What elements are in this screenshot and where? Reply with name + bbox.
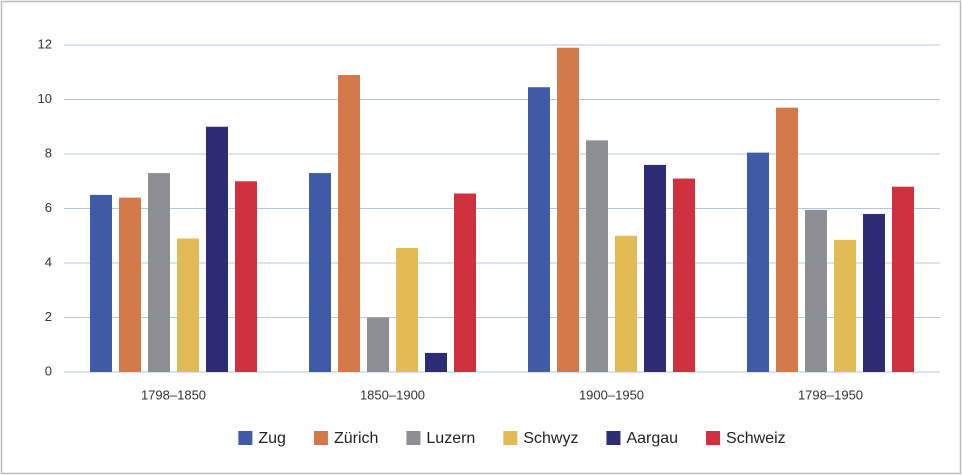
bar xyxy=(776,107,798,373)
bar xyxy=(119,197,141,372)
bar xyxy=(425,352,447,372)
legend-swatch xyxy=(706,431,721,445)
bar xyxy=(309,173,331,372)
bar xyxy=(863,213,885,372)
bar xyxy=(177,238,199,372)
bar xyxy=(892,186,914,372)
bar xyxy=(673,178,695,372)
bar xyxy=(90,194,112,372)
y-tick-label: 10 xyxy=(38,91,52,106)
y-tick-label: 6 xyxy=(45,200,52,215)
legend-swatch xyxy=(406,431,421,445)
bar xyxy=(528,87,550,373)
bar xyxy=(235,181,257,372)
bar xyxy=(396,248,418,372)
x-tick-label: 1900–1950 xyxy=(579,387,644,402)
bar xyxy=(747,152,769,372)
legend-swatch xyxy=(503,431,518,445)
bar xyxy=(367,317,389,372)
bar xyxy=(805,209,827,372)
legend-label: Aargau xyxy=(626,430,678,447)
bar xyxy=(206,126,228,372)
y-tick-label: 4 xyxy=(45,254,52,269)
y-tick-label: 2 xyxy=(45,309,52,324)
x-tick-label: 1850–1900 xyxy=(360,387,425,402)
legend-swatch xyxy=(313,431,328,445)
bar xyxy=(338,74,360,372)
legend-label: Luzern xyxy=(426,430,475,447)
legend-swatch xyxy=(238,431,253,445)
legend-label: Schwyz xyxy=(523,430,578,447)
bar xyxy=(834,239,856,372)
y-tick-label: 8 xyxy=(45,145,52,160)
bar xyxy=(644,164,666,372)
legend-swatch xyxy=(606,431,621,445)
y-tick-label: 0 xyxy=(45,363,52,378)
y-tick-label: 12 xyxy=(38,36,52,51)
x-tick-label: 1798–1950 xyxy=(798,387,863,402)
bar xyxy=(148,173,170,372)
legend-label: Schweiz xyxy=(726,430,786,447)
bar xyxy=(454,193,476,372)
legend-label: Zürich xyxy=(334,430,378,447)
bar xyxy=(557,47,579,372)
legend-label: Zug xyxy=(258,430,286,447)
bar xyxy=(586,140,608,372)
x-tick-label: 1798–1850 xyxy=(141,387,206,402)
bar xyxy=(615,235,637,372)
